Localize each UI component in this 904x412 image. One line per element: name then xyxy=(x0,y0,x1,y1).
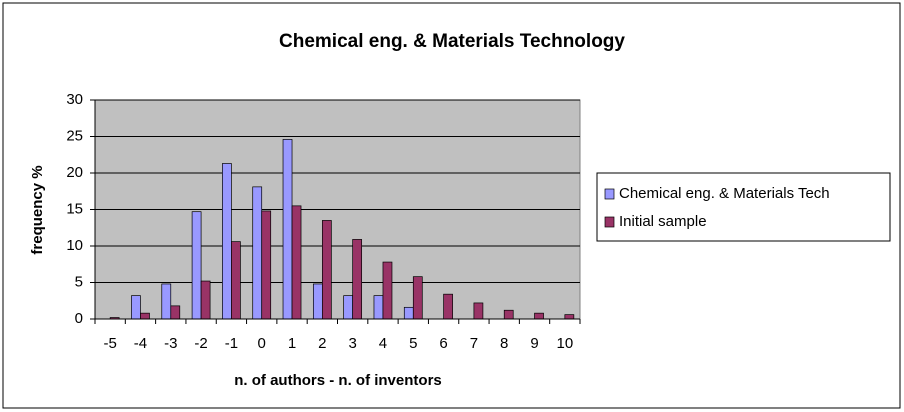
x-tick-label: 8 xyxy=(500,335,508,352)
chart-title: Chemical eng. & Materials Technology xyxy=(279,31,625,52)
bar xyxy=(222,163,232,320)
bar xyxy=(412,276,423,320)
bar xyxy=(312,283,323,320)
legend-swatch xyxy=(604,188,615,200)
x-tick-label: 7 xyxy=(470,335,478,352)
bar xyxy=(343,295,354,320)
legend-swatch xyxy=(604,216,615,228)
y-tick-label: 10 xyxy=(66,237,83,254)
x-tick-label: 0 xyxy=(258,335,266,352)
x-tick-label: -3 xyxy=(164,335,177,352)
bar xyxy=(534,312,544,320)
bar xyxy=(291,205,302,320)
bar xyxy=(503,309,514,320)
bar xyxy=(564,314,575,320)
y-tick-label: 30 xyxy=(66,91,83,108)
bar xyxy=(161,283,172,320)
bar xyxy=(261,210,272,320)
bar xyxy=(191,211,202,320)
legend-label: Chemical eng. & Materials Tech xyxy=(619,185,830,202)
bar xyxy=(282,139,293,320)
y-tick-label: 5 xyxy=(75,273,83,290)
x-tick-label: 3 xyxy=(348,335,356,352)
x-tick-label: 5 xyxy=(409,335,417,352)
y-axis-title: frequency % xyxy=(29,165,46,254)
x-tick-label: 4 xyxy=(379,335,387,352)
x-axis-title: n. of authors - n. of inventors xyxy=(234,372,442,389)
y-tick-label: 20 xyxy=(66,164,83,181)
legend-label: Initial sample xyxy=(619,213,707,230)
y-tick-label: 15 xyxy=(66,200,83,217)
y-tick-label: 25 xyxy=(66,127,83,144)
bar xyxy=(231,241,241,320)
bar xyxy=(140,312,150,320)
bar xyxy=(473,302,484,320)
x-tick-label: 1 xyxy=(288,335,296,352)
x-tick-label: 9 xyxy=(530,335,538,352)
x-tick-label: 6 xyxy=(439,335,447,352)
bar xyxy=(321,220,332,320)
bar xyxy=(352,239,363,320)
x-tick-label: -1 xyxy=(225,335,238,352)
legend-box xyxy=(596,172,891,242)
bar xyxy=(382,261,393,320)
bar xyxy=(443,293,453,320)
bar xyxy=(252,186,263,320)
x-tick-label: 2 xyxy=(318,335,326,352)
x-tick-label: -2 xyxy=(194,335,207,352)
bar xyxy=(131,295,141,320)
x-tick-label: -4 xyxy=(134,335,147,352)
bar xyxy=(170,305,181,320)
x-tick-label: -5 xyxy=(103,335,116,352)
y-tick-label: 0 xyxy=(75,310,83,327)
bar xyxy=(403,306,414,320)
x-tick-label: 10 xyxy=(557,335,574,352)
bar xyxy=(373,295,384,320)
bar xyxy=(200,280,211,320)
